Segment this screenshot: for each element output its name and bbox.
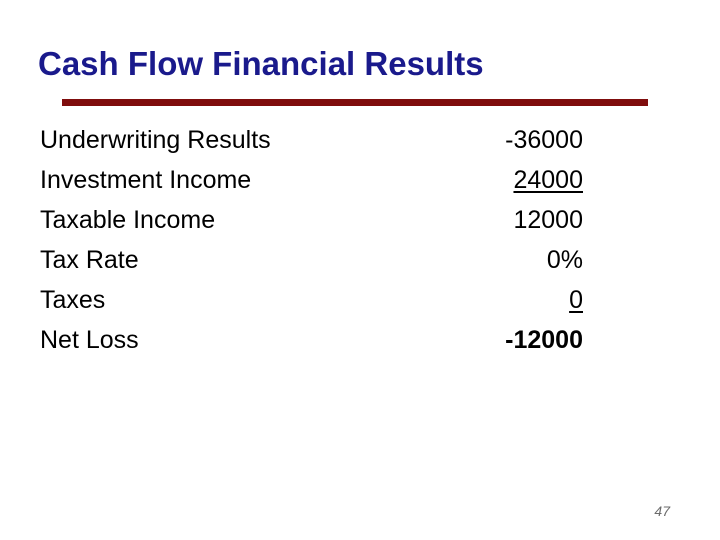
row-label: Investment Income: [40, 166, 252, 194]
row-label: Taxes: [40, 286, 106, 314]
row-label: Taxable Income: [40, 206, 216, 234]
table-row: Underwriting Results -36000: [40, 120, 583, 160]
row-value: -36000: [505, 126, 583, 154]
financial-results-table: Underwriting Results -36000 Investment I…: [40, 120, 583, 360]
row-value: 0: [569, 286, 583, 314]
row-value: 0%: [546, 246, 583, 274]
title-divider: [62, 99, 648, 106]
page-number: 47: [654, 503, 670, 519]
row-value: 12000: [513, 206, 583, 234]
page-title: Cash Flow Financial Results: [38, 45, 484, 82]
table-row: Net Loss -12000: [40, 320, 583, 360]
table-row: Taxable Income 12000: [40, 200, 583, 240]
row-value: -12000: [505, 326, 583, 354]
table-row: Taxes 0: [40, 280, 583, 320]
row-label: Net Loss: [40, 326, 139, 354]
row-label: Underwriting Results: [40, 126, 271, 154]
table-row: Tax Rate 0%: [40, 240, 583, 280]
row-value: 24000: [513, 166, 583, 194]
row-label: Tax Rate: [40, 246, 139, 274]
table-row: Investment Income 24000: [40, 160, 583, 200]
